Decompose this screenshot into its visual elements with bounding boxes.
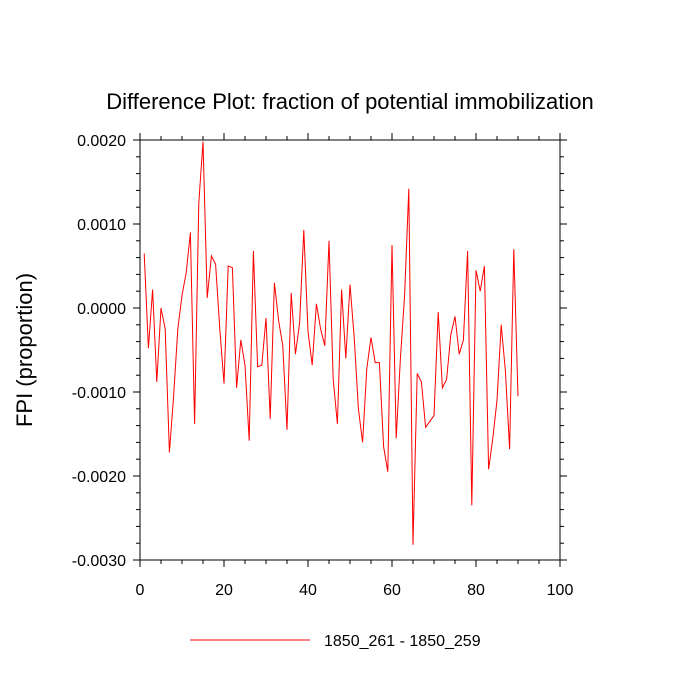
y-axis-label: FPI (proportion) [12, 273, 37, 427]
x-tick-label: 20 [215, 582, 233, 599]
y-tick-label: 0.0000 [77, 301, 126, 318]
x-tick-label: 0 [136, 582, 145, 599]
x-tick-labels: 0 20 40 60 80 100 [136, 582, 574, 599]
y-tick-labels: -0.0030 -0.0020 -0.0010 0.0000 0.0010 0.0020 [72, 133, 126, 570]
x-tick-label: 100 [547, 582, 574, 599]
x-tick-label: 40 [299, 582, 317, 599]
legend: 1850_261 - 1850_259 [190, 633, 481, 650]
y-tick-label: -0.0010 [72, 385, 126, 402]
chart-title: Difference Plot: fraction of potential i… [106, 89, 594, 114]
minor-ticks [136, 136, 564, 564]
y-tick-label: 0.0020 [77, 133, 126, 150]
series-group [143, 141, 519, 545]
x-tick-label: 60 [383, 582, 401, 599]
y-tick-label: -0.0020 [72, 469, 126, 486]
major-ticks [133, 133, 567, 567]
y-tick-label: 0.0010 [77, 217, 126, 234]
series-line [143, 141, 519, 545]
legend-label: 1850_261 - 1850_259 [324, 633, 481, 650]
plot-frame [139, 139, 561, 561]
x-tick-label: 80 [467, 582, 485, 599]
y-tick-label: -0.0030 [72, 553, 126, 570]
